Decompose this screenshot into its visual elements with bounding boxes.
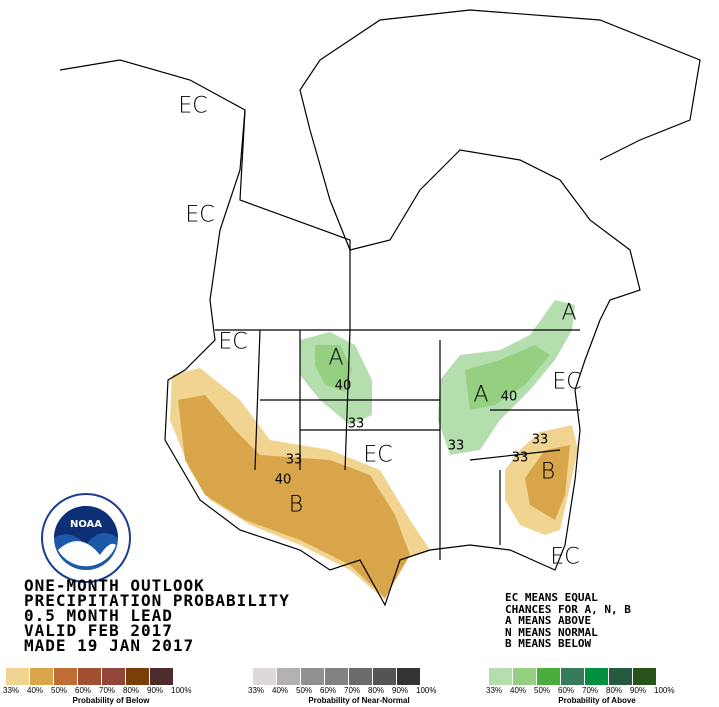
above-lakes-40-area <box>465 345 550 410</box>
legend-swatch <box>325 668 349 685</box>
legend-tick: 60% <box>320 686 337 695</box>
legend-tick: 33% <box>248 686 265 695</box>
below-se-40-area <box>525 445 570 520</box>
legend-tick: 70% <box>344 686 361 695</box>
legend-normal-caption: Probability of Near-Normal <box>308 696 410 705</box>
outlook-title: ONE-MONTH OUTLOOK PRECIPITATION PROBABIL… <box>24 576 290 655</box>
legend-below-caption: Probability of Below <box>72 696 150 705</box>
legend-below-bar <box>6 668 174 685</box>
legend-tick: 90% <box>392 686 409 695</box>
legend-tick: 33% <box>486 686 503 695</box>
legend-tick: 50% <box>51 686 68 695</box>
legend-swatch <box>277 668 301 685</box>
contour-label: 33 <box>511 450 529 466</box>
legend-swatch <box>349 668 373 685</box>
legend-normal-bar <box>253 668 421 685</box>
legend-tick: 60% <box>75 686 92 695</box>
legend-tick: 70% <box>99 686 116 695</box>
legend-tick: 33% <box>3 686 20 695</box>
below-label: B <box>540 459 556 485</box>
legend-tick: 50% <box>296 686 313 695</box>
legend-normal-ticks: 33% 40% 50% 60% 70% 80% 90% 100% <box>248 686 440 695</box>
legend-swatch <box>102 668 126 685</box>
legend-swatch <box>537 668 561 685</box>
legend-tick: 40% <box>272 686 289 695</box>
key-line: CHANCES FOR A, N, B <box>505 602 631 616</box>
legend-swatch <box>561 668 585 685</box>
key-line: A MEANS ABOVE <box>505 614 592 627</box>
legend-tick: 90% <box>630 686 647 695</box>
title-line: MADE 19 JAN 2017 <box>24 636 195 655</box>
legend-tick: 40% <box>27 686 44 695</box>
above-label: A <box>473 382 489 408</box>
legend-tick: 40% <box>510 686 527 695</box>
legend-swatch <box>30 668 54 685</box>
legend-above-bar <box>489 668 657 685</box>
legend-swatch <box>126 668 150 685</box>
legend-tick: 50% <box>534 686 551 695</box>
ec-label: EC <box>185 202 215 228</box>
below-label: B <box>288 492 304 518</box>
legend-swatch <box>54 668 78 685</box>
legend-swatch <box>489 668 513 685</box>
legend-tick: 60% <box>558 686 575 695</box>
legend-swatch <box>253 668 277 685</box>
legend-swatch <box>633 668 657 685</box>
contour-label: 40 <box>334 378 352 394</box>
legend-swatch <box>301 668 325 685</box>
contour-label: 33 <box>347 416 365 432</box>
above-label: A <box>328 345 344 371</box>
legend-swatch <box>609 668 633 685</box>
title-line: ONE-MONTH OUTLOOK <box>24 576 205 595</box>
title-line: VALID FEB 2017 <box>24 621 173 640</box>
above-label: A <box>561 300 577 326</box>
key-line: B MEANS BELOW <box>505 637 592 650</box>
legend-below-ticks: 33% 40% 50% 60% 70% 80% 90% 100% <box>3 686 195 695</box>
ec-label: EC <box>363 442 393 468</box>
legend-swatch <box>78 668 102 685</box>
boundaries <box>59 9 701 607</box>
legend-tick: 80% <box>368 686 385 695</box>
legend-swatch <box>397 668 421 685</box>
key-line: N MEANS NORMAL <box>505 625 598 639</box>
legend-above-caption: Probability of Above <box>558 696 636 705</box>
legend-tick: 100% <box>171 686 192 695</box>
legend-tick: 100% <box>654 686 675 695</box>
legend-swatch <box>585 668 609 685</box>
ec-label: EC <box>218 329 248 355</box>
contour-label: 40 <box>500 389 518 405</box>
key-line: EC MEANS EQUAL <box>505 591 598 604</box>
legend-tick: 70% <box>582 686 599 695</box>
ec-label: EC <box>552 369 582 395</box>
ec-label: EC <box>550 544 580 570</box>
noaa-wordmark: NOAA <box>70 519 102 530</box>
legend-tick: 100% <box>416 686 437 695</box>
legend-tick: 90% <box>147 686 164 695</box>
legend-tick: 80% <box>606 686 623 695</box>
title-line: PRECIPITATION PROBABILITY <box>24 591 290 610</box>
contour-label: 33 <box>285 452 303 468</box>
above-plains-40-area <box>315 345 352 392</box>
below-40-area <box>178 395 410 598</box>
legend-swatch <box>6 668 30 685</box>
contour-label: 40 <box>274 472 292 488</box>
legend-tick: 80% <box>123 686 140 695</box>
contour-label: 33 <box>531 432 549 448</box>
title-line: 0.5 MONTH LEAD <box>24 606 173 625</box>
legend-swatch <box>373 668 397 685</box>
legend-swatch <box>150 668 174 685</box>
map-key: EC MEANS EQUAL CHANCES FOR A, N, B A MEA… <box>505 592 631 650</box>
ec-label: EC <box>178 93 208 119</box>
contour-label: 33 <box>447 438 465 454</box>
legend-swatch <box>513 668 537 685</box>
legend-above-ticks: 33% 40% 50% 60% 70% 80% 90% 100% <box>486 686 678 695</box>
